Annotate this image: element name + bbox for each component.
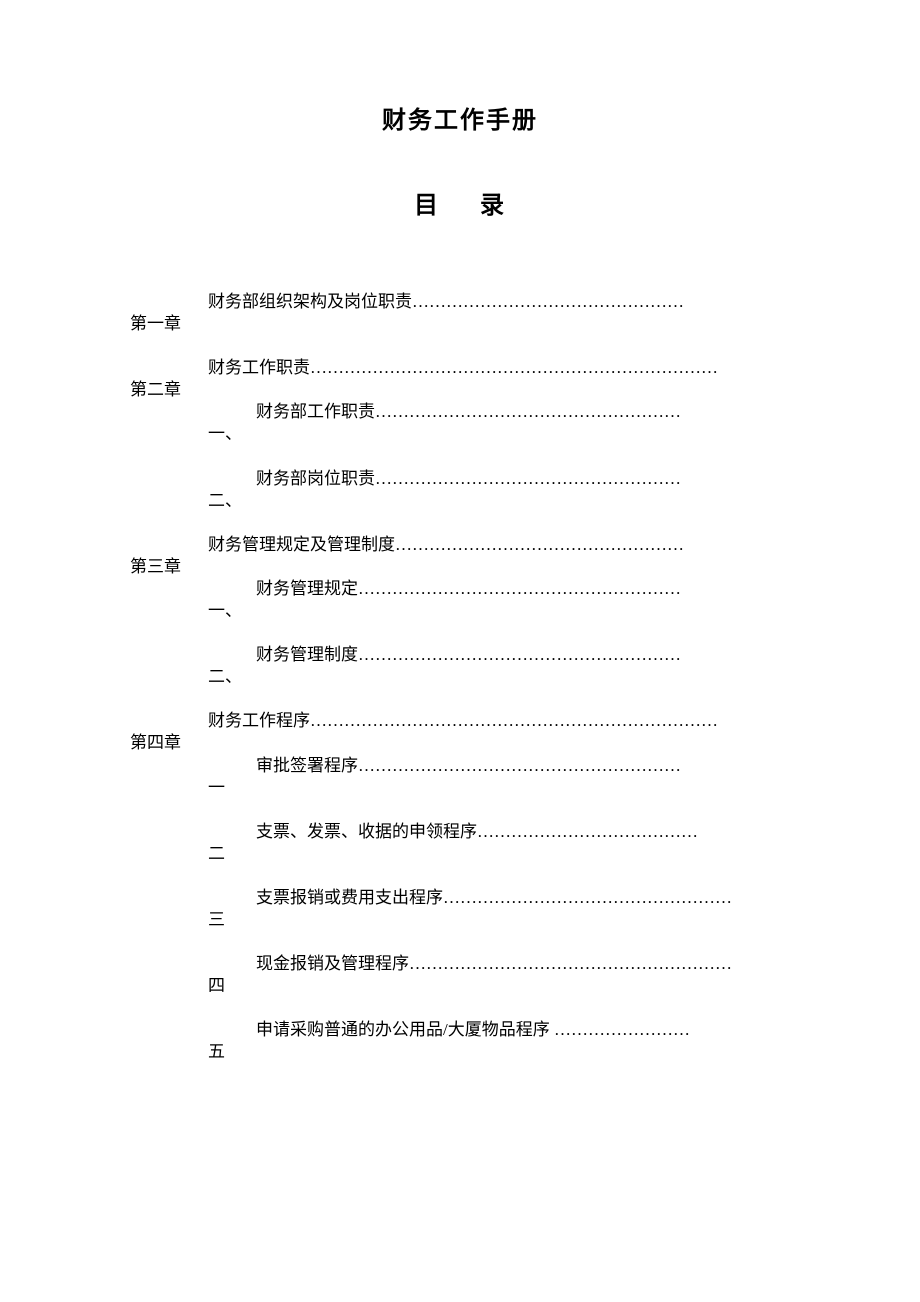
toc-sub-row: 五 申请采购普通的办公用品/大厦物品程序 …………………… xyxy=(208,1008,790,1074)
sub-text: 财务部工作职责……………………………………………… xyxy=(256,390,790,434)
chapter-label: 第三章 xyxy=(130,523,208,589)
toc-sub-row: 四 现金报销及管理程序………………………………………………… xyxy=(208,942,790,1008)
sub-text: 审批签署程序………………………………………………… xyxy=(256,744,790,788)
chapter-text: 财务部组织架构及岗位职责………………………………………… xyxy=(208,280,790,324)
sub-text: 申请采购普通的办公用品/大厦物品程序 …………………… xyxy=(256,1008,790,1052)
sub-text: 支票、发票、收据的申领程序………………………………… xyxy=(256,810,790,854)
chapter-label: 第一章 xyxy=(130,280,208,346)
sub-text: 支票报销或费用支出程序…………………………………………… xyxy=(256,876,790,920)
sub-label: 一 xyxy=(208,744,256,810)
sub-label: 五 xyxy=(208,1008,256,1074)
toc-chapter-row: 第一章 财务部组织架构及岗位职责………………………………………… xyxy=(130,280,790,346)
toc-sub-row: 三 支票报销或费用支出程序…………………………………………… xyxy=(208,876,790,942)
chapter-label: 第二章 xyxy=(130,346,208,412)
toc-container: 第一章 财务部组织架构及岗位职责………………………………………… 第二章 财务工… xyxy=(130,280,790,1074)
toc-sub-row: 一、 财务部工作职责……………………………………………… xyxy=(208,390,790,456)
sub-label: 二 xyxy=(208,810,256,876)
toc-sub-row: 二 支票、发票、收据的申领程序………………………………… xyxy=(208,810,790,876)
chapter-label: 第四章 xyxy=(130,699,208,765)
sub-label: 一、 xyxy=(208,567,256,633)
toc-sub-row: 一、 财务管理规定………………………………………………… xyxy=(208,567,790,633)
sub-label: 一、 xyxy=(208,390,256,456)
chapter-text: 财务工作程序……………………………………………………………… xyxy=(208,699,790,743)
sub-text: 现金报销及管理程序………………………………………………… xyxy=(256,942,790,986)
sub-text: 财务管理规定………………………………………………… xyxy=(256,567,790,611)
sub-label: 二、 xyxy=(208,457,256,523)
toc-chapter-row: 第二章 财务工作职责……………………………………………………………… 一、 财务… xyxy=(130,346,790,523)
toc-sub-row: 二、 财务部岗位职责……………………………………………… xyxy=(208,457,790,523)
toc-sub-row: 一 审批签署程序………………………………………………… xyxy=(208,744,790,810)
sub-label: 四 xyxy=(208,942,256,1008)
toc-chapter-row: 第三章 财务管理规定及管理制度…………………………………………… 一、 财务管理… xyxy=(130,523,790,700)
document-title: 财务工作手册 xyxy=(130,100,790,135)
chapter-text: 财务工作职责……………………………………………………………… xyxy=(208,346,790,390)
sub-label: 三 xyxy=(208,876,256,942)
toc-heading: 目录 xyxy=(130,185,790,220)
toc-sub-row: 二、 财务管理制度………………………………………………… xyxy=(208,633,790,699)
toc-chapter-row: 第四章 财务工作程序……………………………………………………………… 一 审批签… xyxy=(130,699,790,1074)
toc-heading-char2: 录 xyxy=(480,193,506,219)
sub-label: 二、 xyxy=(208,633,256,699)
toc-heading-char1: 目 xyxy=(414,193,440,219)
sub-text: 财务部岗位职责……………………………………………… xyxy=(256,457,790,501)
chapter-text: 财务管理规定及管理制度…………………………………………… xyxy=(208,523,790,567)
sub-text: 财务管理制度………………………………………………… xyxy=(256,633,790,677)
